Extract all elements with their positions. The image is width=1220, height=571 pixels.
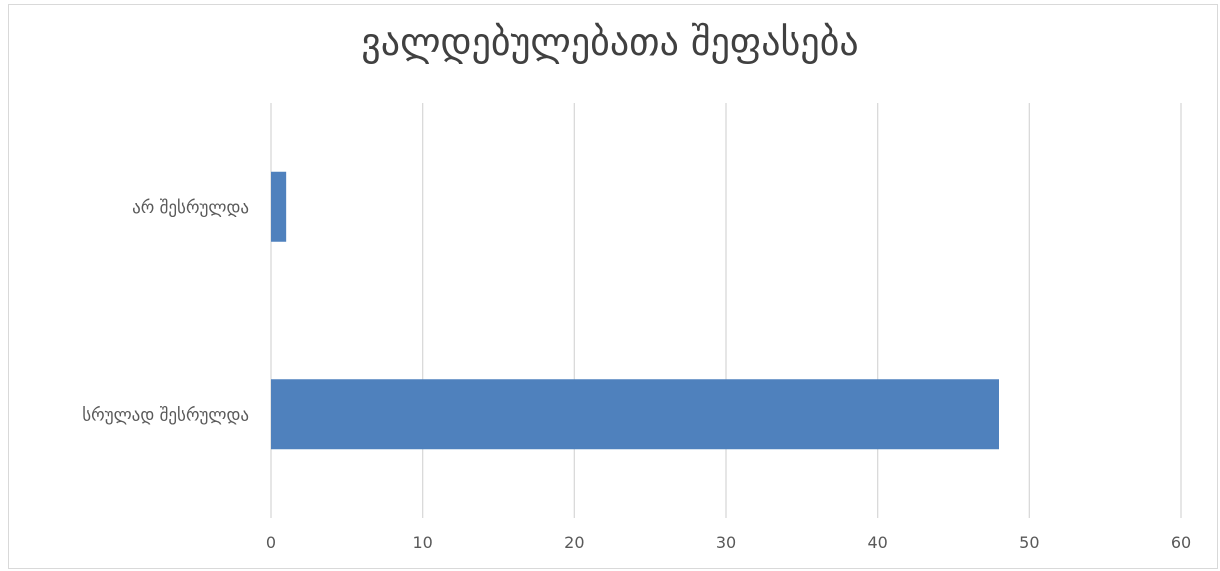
x-tick-label-0: 0 xyxy=(266,533,276,552)
x-tick-label-2: 20 xyxy=(564,533,584,552)
x-tick-label-4: 40 xyxy=(867,533,887,552)
bars xyxy=(271,171,999,450)
x-axis-tick-labels: 0 10 20 30 40 50 60 xyxy=(266,533,1191,552)
bar-0 xyxy=(271,171,287,242)
category-label-0: არ შესრულდა xyxy=(132,198,249,218)
gridlines xyxy=(270,103,1182,518)
x-tick-label-5: 50 xyxy=(1019,533,1039,552)
chart-title: ვალდებულებათა შეფასება xyxy=(361,20,859,64)
x-tick-label-6: 60 xyxy=(1171,533,1191,552)
category-labels: არ შესრულდა სრულად შესრულდა xyxy=(82,198,249,426)
bar-1 xyxy=(271,379,999,450)
x-tick-label-1: 10 xyxy=(412,533,432,552)
x-tick-label-3: 30 xyxy=(716,533,736,552)
chart-frame xyxy=(8,4,1218,569)
category-label-1: სრულად შესრულდა xyxy=(82,405,249,425)
